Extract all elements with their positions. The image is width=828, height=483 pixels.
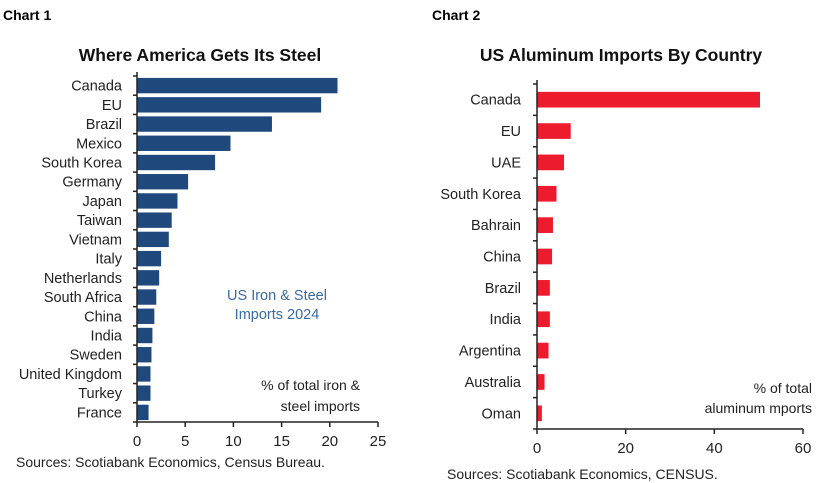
category-label: EU [102,98,122,114]
unit-note: steel imports [281,398,360,414]
x-tick-label: 0 [533,440,541,457]
bar-brazil [137,116,272,132]
unit-note: % of total iron & [261,377,360,393]
x-tick-label: 20 [321,433,338,450]
category-label: China [483,250,522,266]
bar-france [137,404,149,421]
bar-sweden [137,347,152,363]
category-label: Canada [71,79,123,95]
x-tick-label: 15 [273,433,290,450]
bar-bahrain [537,217,553,233]
bar-argentina [537,342,549,359]
bar-vietnam [137,231,169,248]
category-label: South Korea [41,156,123,172]
bar-south-korea [537,185,557,202]
category-label: Oman [482,406,522,422]
source-note: Sources: Scotiabank Economics, Census Bu… [16,454,325,470]
x-tick-label: 0 [133,433,141,450]
category-label: Netherlands [44,271,122,287]
bar-canada [137,77,338,94]
category-label: UAE [491,155,521,171]
chart-label: Chart 2 [432,7,480,23]
category-label: EU [501,124,521,140]
category-label: China [84,309,123,325]
category-label: India [91,329,123,345]
bar-south-korea [137,154,216,171]
bar-united-kingdom [137,366,151,382]
category-label: Australia [465,375,522,391]
category-label: Argentina [459,344,522,360]
bar-south-africa [137,289,157,305]
category-label: France [77,405,122,421]
category-label: Brazil [485,281,521,297]
bar-italy [137,250,162,267]
bar-taiwan [137,212,172,228]
category-label: Vietnam [69,232,122,248]
bar-canada [537,91,760,108]
category-label: Japan [82,194,122,210]
category-label: Canada [470,93,522,109]
bar-oman [537,405,542,422]
category-label: Mexico [76,136,122,152]
category-label: Italy [95,252,122,268]
chart-title: Where America Gets Its Steel [79,45,322,65]
unit-note: aluminum mports [705,400,812,416]
bar-eu [137,97,322,113]
bar-china [137,308,155,324]
x-tick-label: 60 [795,440,812,457]
series-annotation: US Iron & Steel [227,288,327,304]
bar-australia [537,374,545,390]
chart-label: Chart 1 [3,7,51,23]
category-label: Germany [62,175,122,191]
bar-india [137,327,153,344]
bar-mexico [137,135,231,151]
source-note: Sources: Scotiabank Economics, CENSUS. [447,466,718,482]
category-label: Sweden [70,348,122,364]
bar-india [537,311,550,328]
x-tick-label: 10 [225,433,242,450]
bar-eu [537,123,571,139]
category-label: South Africa [44,290,123,306]
category-label: Bahrain [471,218,521,234]
category-label: Brazil [86,117,122,133]
category-label: Turkey [78,386,123,402]
category-label: Taiwan [77,213,122,229]
x-tick-label: 25 [370,433,387,450]
x-tick-label: 20 [617,440,634,457]
category-label: India [490,312,522,328]
bar-netherlands [137,270,160,286]
bar-china [537,248,553,265]
bar-germany [137,174,189,190]
chart-title: US Aluminum Imports By Country [480,45,763,65]
unit-note: % of total [754,380,812,396]
x-tick-label: 40 [706,440,723,457]
x-tick-label: 5 [181,433,189,450]
category-label: South Korea [440,187,522,203]
bar-uae [537,154,565,171]
category-label: United Kingdom [19,367,122,383]
bar-turkey [137,385,151,401]
series-annotation: Imports 2024 [235,307,320,323]
bar-japan [137,193,178,209]
bar-brazil [537,280,550,296]
